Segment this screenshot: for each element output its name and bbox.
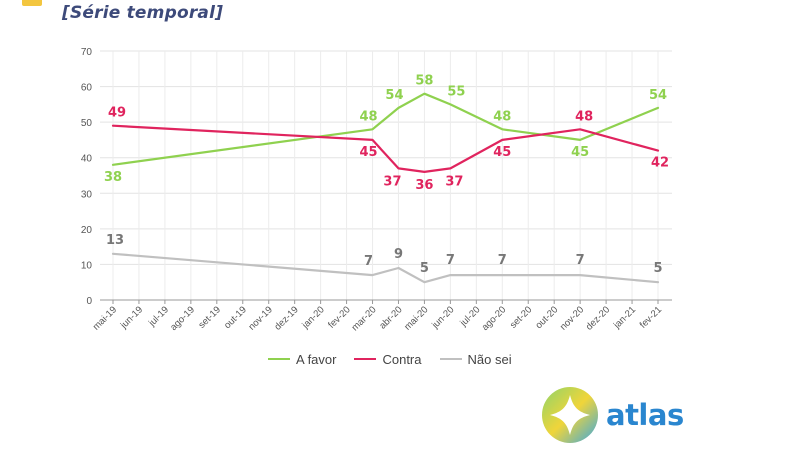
data-label: 49 xyxy=(108,106,126,121)
y-tick-label: 0 xyxy=(86,296,92,307)
data-label: 5 xyxy=(653,261,662,276)
data-label: 7 xyxy=(498,253,507,268)
data-label: 45 xyxy=(359,145,377,160)
x-tick-label: dez-20 xyxy=(584,304,612,332)
chart-subtitle: [Série temporal] xyxy=(62,3,224,23)
x-tick-label: dez-19 xyxy=(272,304,300,332)
legend-swatch-nao-sei xyxy=(439,358,462,360)
data-label: 55 xyxy=(447,84,465,99)
header-accent-bar xyxy=(22,0,42,6)
x-tick-label: fev-20 xyxy=(326,304,352,330)
data-label: 9 xyxy=(394,247,403,262)
y-tick-label: 60 xyxy=(81,83,93,94)
data-label: 48 xyxy=(493,109,511,124)
x-tick-label: nov-20 xyxy=(558,304,586,332)
x-tick-label: set-20 xyxy=(508,304,534,330)
data-label: 7 xyxy=(364,254,373,269)
x-tick-label: ago-19 xyxy=(168,304,197,333)
x-tick-label: jan-21 xyxy=(611,304,638,331)
y-tick-label: 20 xyxy=(81,225,93,236)
x-tick-label: jan-20 xyxy=(300,304,327,331)
x-tick-label: out-20 xyxy=(533,304,560,331)
series-line-0 xyxy=(111,92,660,166)
chart-legend: A favor Contra Não sei xyxy=(268,349,512,369)
x-tick-label: mai-19 xyxy=(91,304,119,332)
data-label: 42 xyxy=(651,156,669,171)
legend-label-contra: Contra xyxy=(382,351,422,367)
data-label: 48 xyxy=(359,109,377,124)
x-tick-label: fev-21 xyxy=(638,304,664,330)
legend-label-a-favor: A favor xyxy=(296,351,337,367)
legend-item-a-favor: A favor xyxy=(268,352,336,367)
atlas-logo-icon xyxy=(542,387,598,443)
atlas-logo-text: atlas xyxy=(606,398,684,432)
x-tick-label: mar-20 xyxy=(350,304,379,333)
data-label: 36 xyxy=(415,178,433,193)
data-label: 37 xyxy=(445,174,463,189)
series-line-1 xyxy=(111,124,660,173)
x-tick-label: out-19 xyxy=(222,304,249,331)
data-label: 13 xyxy=(106,233,124,248)
x-tick-label: jun-19 xyxy=(118,304,145,331)
series-line-2 xyxy=(111,252,660,284)
x-tick-label: nov-19 xyxy=(247,304,275,332)
data-label: 48 xyxy=(575,109,593,124)
data-label: 45 xyxy=(571,145,589,160)
data-label: 5 xyxy=(420,261,429,276)
legend-item-nao-sei: Não sei xyxy=(439,351,512,367)
x-tick-label: abr-20 xyxy=(377,304,404,331)
x-tick-label: set-19 xyxy=(196,304,222,330)
legend-label-nao-sei: Não sei xyxy=(467,351,512,367)
legend-swatch-contra xyxy=(354,358,377,360)
y-tick-label: 30 xyxy=(81,189,93,200)
data-label: 58 xyxy=(415,74,433,89)
data-label: 38 xyxy=(104,170,122,185)
legend-swatch-a-favor xyxy=(268,358,290,360)
atlas-logo: atlas xyxy=(540,385,690,445)
x-tick-label: jun-20 xyxy=(429,304,456,331)
y-tick-label: 40 xyxy=(81,154,93,165)
data-label: 54 xyxy=(649,88,667,103)
y-tick-label: 10 xyxy=(81,260,93,271)
x-tick-label: ago-20 xyxy=(480,304,509,333)
y-tick-label: 70 xyxy=(81,47,93,58)
y-tick-label: 50 xyxy=(81,118,93,129)
legend-item-contra: Contra xyxy=(354,351,422,367)
data-label: 7 xyxy=(576,253,585,268)
data-label: 7 xyxy=(446,253,455,268)
x-tick-label: mai-20 xyxy=(402,304,430,332)
data-label: 37 xyxy=(383,174,401,189)
data-label: 54 xyxy=(385,88,403,103)
data-label: 45 xyxy=(493,145,511,160)
